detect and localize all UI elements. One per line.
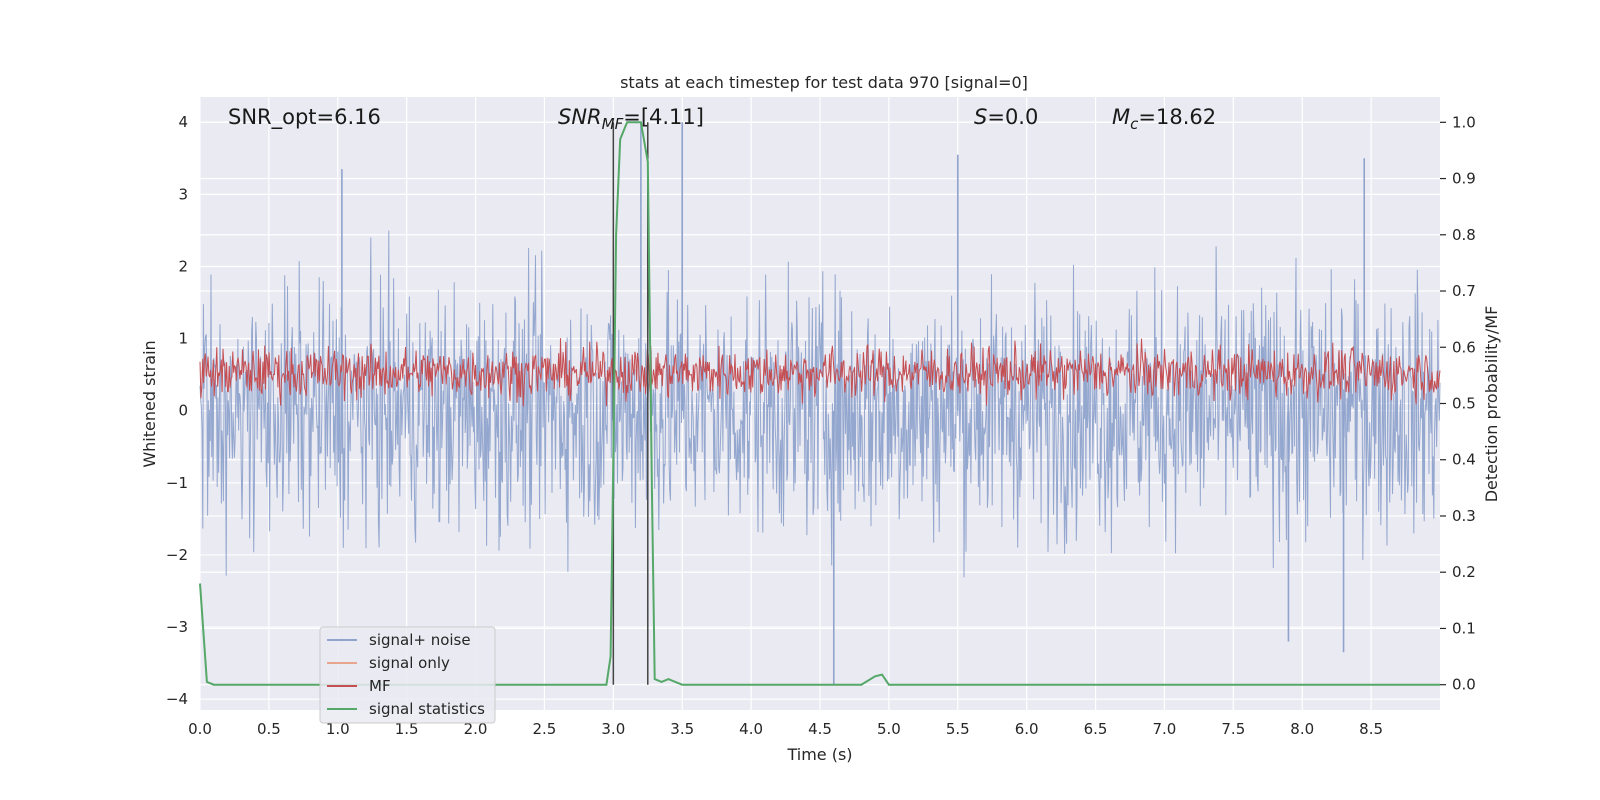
y-right-tick-label: 0.8 [1452,226,1476,244]
legend: signal+ noise signal only MF signal stat… [319,626,496,724]
y-left-tick-label: 2 [178,257,188,275]
legend-label-mf: MF [369,677,391,695]
x-tick-label: 0.5 [257,720,281,738]
annotation-mc: Mc=18.62 [1112,105,1216,133]
x-tick-label: 1.0 [326,720,350,738]
y-right-tick-label: 0.3 [1452,507,1476,525]
x-tick-label: 6.5 [1084,720,1108,738]
x-tick-label: 1.5 [395,720,419,738]
series-line-mf [199,338,1441,407]
y-right-tick-label: 0.6 [1452,338,1476,356]
y-left-tick-label: −2 [166,546,188,564]
series-signal-noise [199,122,1441,685]
legend-box [319,626,496,724]
x-tick-label: 5.5 [946,720,970,738]
legend-label-signal-noise: signal+ noise [369,631,471,649]
x-tick-label: 4.0 [739,720,763,738]
y-left-axis-label: Whitened strain [140,340,159,467]
y-right-axis-ticks: 0.0 0.1 0.2 0.3 0.4 0.5 0.6 0.7 0.8 0.9 1.0 [1440,113,1476,694]
y-right-tick-label: 0.7 [1452,282,1476,300]
y-right-tick-label: 0.5 [1452,395,1476,413]
annotation-snr-opt: SNR_opt=6.16 [228,105,381,130]
series-line-signal-statistics [199,121,1440,686]
y-left-tick-label: 1 [178,330,188,348]
series-mf [199,338,1441,407]
legend-label-signal-only: signal only [369,654,450,672]
x-tick-label: 3.5 [670,720,694,738]
x-axis-ticks: 0.0 0.5 1.0 1.5 2.0 2.5 3.0 3.5 4.0 4.5 5.0 5.5 6.0 6… [188,720,1383,738]
x-tick-label: 8.0 [1290,720,1314,738]
y-right-axis-label: Detection probability/MF [1482,306,1501,503]
x-tick-label: 5.0 [877,720,901,738]
annotation-snr-mf: SNRMF=[4.11] [558,105,704,133]
x-tick-label: 6.0 [1015,720,1039,738]
series-signal-statistics [199,121,1440,686]
y-left-axis-ticks: −4 −3 −2 −1 0 1 2 3 4 [166,113,188,708]
y-left-tick-label: 0 [178,402,188,420]
y-right-tick-label: 0.9 [1452,170,1476,188]
y-right-tick-label: 0.4 [1452,451,1476,469]
x-tick-label: 7.5 [1221,720,1245,738]
x-tick-label: 3.0 [601,720,625,738]
x-tick-label: 4.5 [808,720,832,738]
annotation-s: S=0.0 [974,105,1038,129]
x-tick-label: 2.0 [464,720,488,738]
y-left-tick-label: −1 [166,474,188,492]
y-right-tick-label: 0.1 [1452,619,1476,637]
legend-label-signal-statistics: signal statistics [369,700,485,718]
y-left-tick-label: −3 [166,618,188,636]
x-tick-label: 0.0 [188,720,212,738]
y-left-tick-label: 3 [178,185,188,203]
y-right-tick-label: 0.2 [1452,563,1476,581]
y-left-tick-label: 4 [178,113,188,131]
x-tick-label: 2.5 [533,720,557,738]
chart-title: stats at each timestep for test data 970… [620,73,1028,92]
x-axis-label: Time (s) [786,745,852,764]
y-right-tick-label: 1.0 [1452,113,1476,131]
x-tick-label: 8.5 [1359,720,1383,738]
y-left-tick-label: −4 [166,690,188,708]
grid [199,97,1440,710]
series-line-signal-noise [199,230,1441,578]
y-right-tick-label: 0.0 [1452,676,1476,694]
x-tick-label: 7.0 [1153,720,1177,738]
